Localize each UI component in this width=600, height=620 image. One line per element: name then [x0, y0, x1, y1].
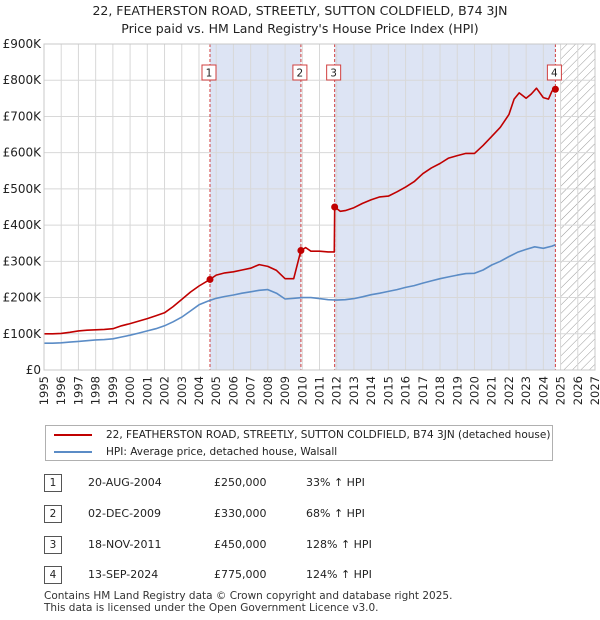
sale-date: 13-SEP-2024	[88, 568, 159, 581]
sale-label-box	[326, 64, 342, 81]
x-tick-label: 2008	[261, 376, 275, 405]
x-tick-label: 2010	[295, 376, 309, 405]
x-tick-label: 2019	[450, 376, 464, 405]
legend-item-hpi: HPI: Average price, detached house, Wals…	[54, 443, 337, 460]
x-tick-label: 1995	[37, 376, 51, 405]
sale-price: £330,000	[214, 507, 267, 520]
sale-price: £250,000	[214, 476, 267, 489]
sale-point	[331, 203, 339, 211]
x-tick-label: 2013	[347, 376, 361, 405]
y-tick-label: £700K	[3, 109, 43, 123]
footer-line-1: Contains HM Land Registry data © Crown c…	[44, 590, 453, 602]
sale-point	[297, 246, 305, 254]
sale-hpi-change: 68% ↑ HPI	[306, 507, 365, 520]
x-tick-label: 1999	[106, 376, 120, 405]
sale-label-4: 4	[546, 64, 562, 81]
x-tick-label: 2007	[244, 376, 258, 405]
x-tick-label: 1996	[54, 376, 68, 405]
x-tick-label: 2014	[364, 376, 378, 405]
x-tick-label: 2009	[278, 376, 292, 405]
title-line-2: Price paid vs. HM Land Registry's House …	[121, 21, 479, 36]
sale-price: £775,000	[214, 568, 267, 581]
y-tick-label: £100K	[3, 327, 43, 341]
x-tick-label: 2002	[158, 376, 172, 405]
x-tick-label: 2012	[330, 376, 344, 405]
hpi-line-swatch	[54, 450, 92, 453]
sale-label-box	[201, 64, 217, 81]
sale-label-text: 3	[330, 68, 337, 80]
sale-date: 20-AUG-2004	[88, 476, 162, 489]
x-tick-label: 1997	[71, 376, 85, 405]
hpi-line	[44, 243, 556, 345]
legend-hpi-label: HPI: Average price, detached house, Wals…	[106, 445, 338, 458]
y-tick-label: £200K	[3, 291, 43, 305]
sale-date: 18-NOV-2011	[88, 538, 162, 551]
sale-label-box	[546, 64, 562, 81]
y-tick-label: £300K	[3, 254, 43, 268]
x-tick-label: 2018	[433, 376, 447, 405]
sale-number-badge: 4	[44, 566, 62, 584]
sale-hpi-change: 128% ↑ HPI	[306, 538, 372, 551]
property-line-swatch	[54, 433, 92, 436]
ownership-shade	[209, 44, 301, 370]
sale-label-box	[292, 64, 308, 81]
sale-point	[551, 85, 559, 93]
x-tick-label: 2020	[467, 376, 481, 405]
x-tick-label: 2001	[140, 376, 154, 405]
x-tick-label: 2026	[571, 376, 585, 405]
y-tick-label: £800K	[3, 73, 43, 87]
x-tick-label: 2016	[399, 376, 413, 405]
y-tick-label: £600K	[3, 146, 43, 160]
x-tick-label: 2015	[381, 376, 395, 405]
sale-label-text: 4	[551, 68, 558, 80]
x-tick-label: 2004	[192, 376, 206, 405]
sale-number-badge: 2	[44, 505, 62, 523]
sale-label-text: 1	[206, 68, 213, 80]
sale-hpi-change: 33% ↑ HPI	[306, 476, 365, 489]
plot-frame	[43, 43, 596, 371]
sale-price: £450,000	[214, 538, 267, 551]
x-tick-label: 2023	[519, 376, 533, 405]
x-tick-label: 2006	[226, 376, 240, 405]
sale-label-text: 2	[297, 68, 304, 80]
x-tick-label: 2024	[536, 376, 550, 405]
x-tick-label: 2027	[588, 376, 600, 405]
x-tick-label: 2005	[209, 376, 223, 405]
sale-point	[206, 275, 214, 283]
x-tick-label: 2021	[485, 376, 499, 405]
sale-date: 02-DEC-2009	[88, 507, 162, 520]
x-tick-label: 2022	[502, 376, 516, 405]
y-tick-label: £0	[26, 363, 41, 377]
y-tick-label: £400K	[3, 218, 43, 232]
y-tick-label: £500K	[3, 182, 43, 196]
x-tick-label: 2011	[313, 376, 327, 405]
chart-legend: 22, FEATHERSTON ROAD, STREETLY, SUTTON C…	[45, 425, 553, 461]
price-chart: 1 2 3 4 £0 £100K £200K £300K £400K £500K £600K £70…	[3, 37, 600, 405]
x-tick-label: 2017	[416, 376, 430, 405]
sale-label-3: 3	[326, 64, 342, 81]
sale-label-1: 1	[201, 64, 217, 81]
ownership-shade	[334, 44, 556, 370]
chart-title: 22, FEATHERSTON ROAD, STREETLY, SUTTON C…	[0, 2, 600, 38]
x-tick-label: 1998	[89, 376, 103, 405]
x-tick-label: 2003	[175, 376, 189, 405]
sale-number-badge: 3	[44, 536, 62, 554]
y-tick-label: £900K	[3, 37, 43, 51]
x-tick-label: 2000	[123, 376, 137, 405]
sale-number-badge: 1	[44, 474, 62, 492]
title-line-1: 22, FEATHERSTON ROAD, STREETLY, SUTTON C…	[92, 3, 508, 18]
sale-hpi-change: 124% ↑ HPI	[306, 568, 372, 581]
footer-line-2: This data is licensed under the Open Gov…	[44, 602, 379, 614]
legend-property-label: 22, FEATHERSTON ROAD, STREETLY, SUTTON C…	[106, 428, 551, 441]
footer-attribution: Contains HM Land Registry data © Crown c…	[44, 590, 452, 614]
sale-label-2: 2	[292, 64, 308, 81]
legend-item-property: 22, FEATHERSTON ROAD, STREETLY, SUTTON C…	[54, 426, 550, 443]
property-price-line	[44, 87, 556, 335]
x-tick-label: 2025	[554, 376, 568, 405]
